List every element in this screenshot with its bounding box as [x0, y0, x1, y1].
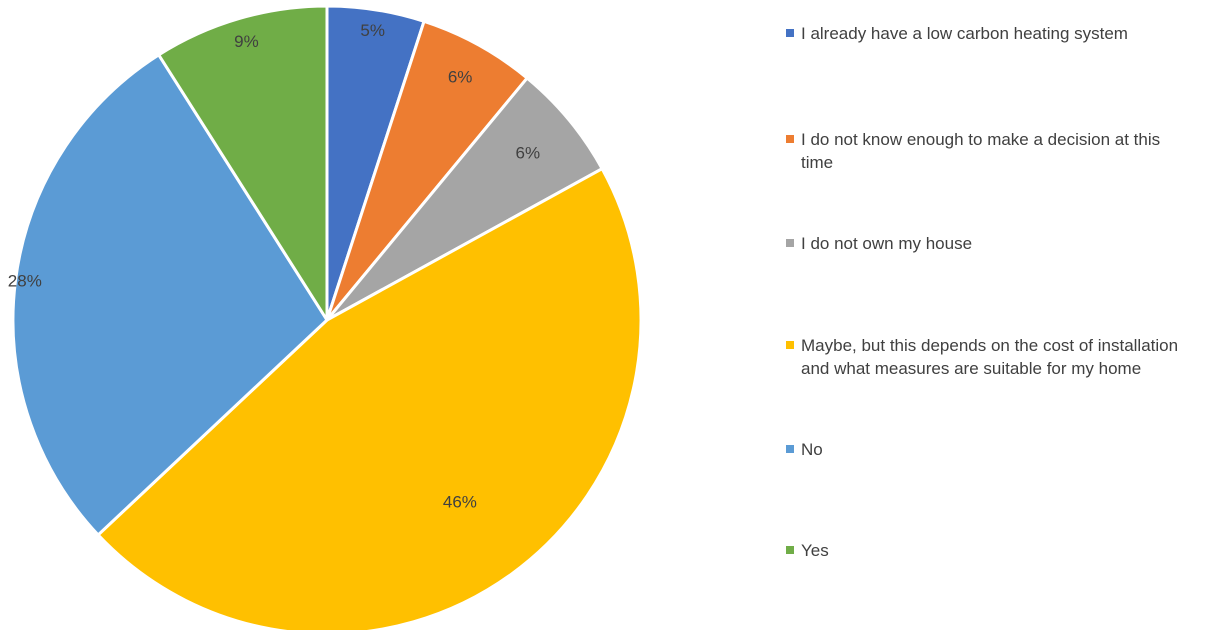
legend-label: Maybe, but this depends on the cost of i…: [801, 336, 1179, 378]
legend-swatch: [786, 239, 794, 247]
pie-plot-area: 5% 6% 6% 46% 28% 9%: [8, 4, 643, 630]
legend-swatch: [786, 341, 794, 349]
pie-data-labels: 5% 6% 6% 46% 28% 9%: [8, 21, 540, 511]
legend-item: I do not know enough to make a decision …: [786, 128, 1222, 174]
legend-label: Yes: [801, 541, 829, 560]
pie-data-label: 5%: [360, 21, 385, 40]
pie-slices: [11, 4, 643, 630]
legend-label: I already have a low carbon heating syst…: [801, 24, 1128, 43]
legend-item: Yes: [786, 539, 1222, 562]
pie-slice: [325, 76, 604, 322]
legend: I already have a low carbon heating syst…: [786, 22, 1222, 602]
pie-data-label: 28%: [8, 271, 42, 290]
pie-data-label: 6%: [448, 67, 473, 86]
pie-data-label: 6%: [516, 143, 541, 162]
legend-swatch: [786, 29, 794, 37]
pie-slice: [96, 167, 643, 630]
legend-item: I already have a low carbon heating syst…: [786, 22, 1222, 45]
pie-slice: [11, 53, 329, 537]
pie-slice: [157, 4, 329, 322]
legend-label: I do not own my house: [801, 234, 973, 253]
legend-item: I do not own my house: [786, 232, 1222, 255]
legend-item: No: [786, 438, 1222, 461]
legend-swatch: [786, 135, 794, 143]
legend-swatch: [786, 445, 794, 453]
legend-item: Maybe, but this depends on the cost of i…: [786, 334, 1222, 380]
pie-slice: [325, 19, 529, 322]
legend-label: No: [801, 440, 823, 459]
pie-data-label: 9%: [234, 32, 259, 51]
pie-data-label: 46%: [443, 492, 477, 511]
legend-swatch: [786, 546, 794, 554]
legend-label: I do not know enough to make a decision …: [801, 130, 1161, 172]
